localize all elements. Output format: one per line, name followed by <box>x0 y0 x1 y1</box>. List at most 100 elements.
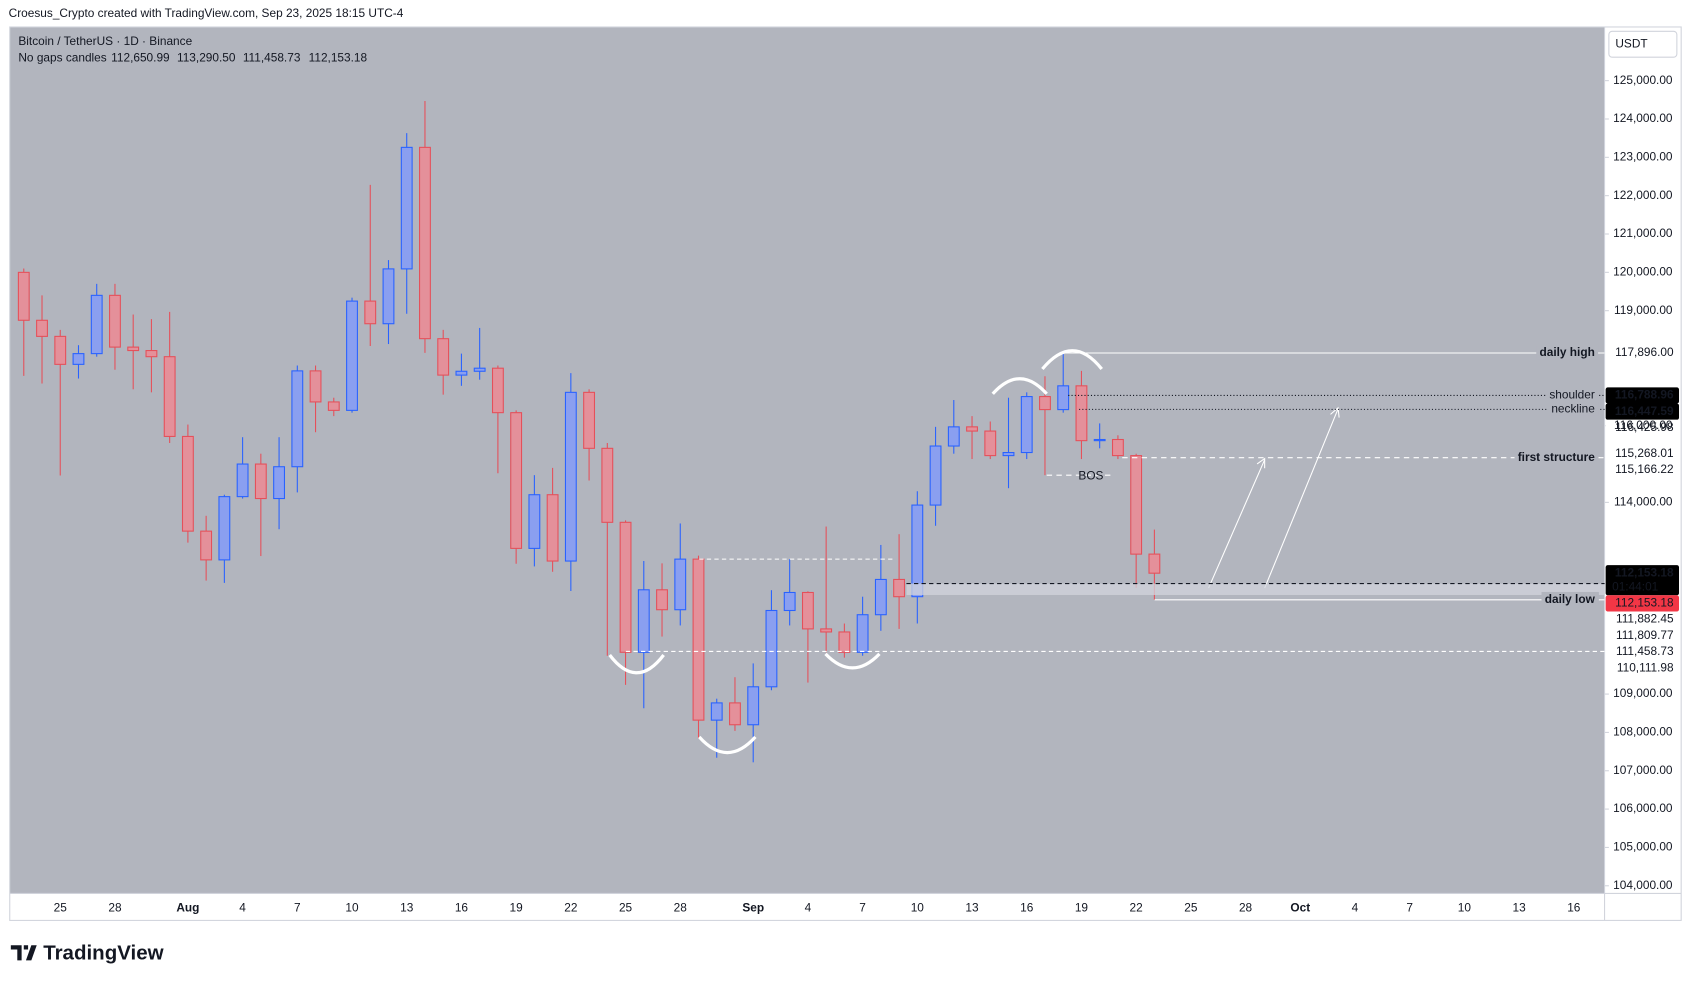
price-tag <box>1605 660 1680 677</box>
candle-body <box>601 447 614 523</box>
candle-body <box>1093 438 1106 442</box>
candle-body <box>90 294 103 355</box>
y-tick-label: 123,000.00 <box>1613 149 1673 163</box>
price-tag-label: 111,882.45 <box>1616 612 1674 626</box>
candle-body <box>911 504 924 598</box>
arrow-head <box>1330 406 1340 418</box>
candle-body <box>1148 553 1161 574</box>
currency-button-box[interactable] <box>1608 30 1678 58</box>
price-tag-label: 111,809.77 <box>1616 628 1674 642</box>
plot-area <box>9 26 1605 894</box>
brand-name: TradingView <box>43 941 163 964</box>
price-tag-label: 117,896.00 <box>1615 345 1674 359</box>
candle-body <box>1057 385 1070 411</box>
candle-body <box>674 558 687 611</box>
price-tag <box>1605 387 1680 404</box>
y-tick-label: 125,000.00 <box>1613 73 1673 87</box>
price-tag-label: 112,153.18 <box>1615 596 1674 610</box>
candle-body <box>656 589 668 611</box>
currency-button[interactable]: USDT <box>1608 30 1678 58</box>
x-tick-label: 28 <box>1239 901 1253 915</box>
price-tag <box>1605 643 1680 661</box>
x-tick-label: 13 <box>965 901 979 915</box>
x-tick-label: 19 <box>1075 901 1089 915</box>
candle-body <box>254 463 267 500</box>
candle-body <box>583 391 596 449</box>
price-tag <box>1605 419 1680 436</box>
x-tick-label: 25 <box>1184 901 1198 915</box>
level-label-bg <box>1548 401 1599 416</box>
candles-layer <box>17 100 1161 763</box>
candle-body <box>145 350 158 358</box>
candle-body <box>109 294 121 348</box>
pattern-arc <box>991 377 1048 395</box>
candle-body <box>929 445 942 506</box>
price-tag <box>1605 595 1680 612</box>
candle-body <box>546 494 559 562</box>
y-tick-label: 124,000.00 <box>1613 111 1673 125</box>
candle-body <box>291 370 304 468</box>
price-tag-label: 115,268.01 <box>1615 446 1674 460</box>
candle-body <box>510 412 523 549</box>
candle-body <box>200 530 213 561</box>
y-tick-label: 108,000.00 <box>1613 725 1673 739</box>
level-label-bg <box>1546 387 1599 402</box>
x-tick-label: 13 <box>1512 901 1526 915</box>
candle-body <box>346 300 358 411</box>
pattern-arc <box>608 653 665 675</box>
candle-body <box>747 686 760 726</box>
ohlc-value: 112,650.99 <box>111 50 170 64</box>
level-label-bg <box>1536 345 1599 360</box>
candle-body <box>838 631 851 653</box>
y-tick-label: 109,000.00 <box>1613 686 1673 700</box>
x-tick-label: 7 <box>1406 901 1413 915</box>
projection-arrow <box>1264 408 1339 589</box>
level-label-bg <box>1541 591 1599 606</box>
candle-body <box>874 578 887 616</box>
candle-body <box>765 609 778 688</box>
zone <box>906 583 1605 595</box>
x-tick-label: 4 <box>1352 901 1359 915</box>
candle-body <box>437 338 450 376</box>
candle-body <box>801 591 814 630</box>
candle-body <box>619 521 632 653</box>
candle-body <box>218 496 231 561</box>
x-tick-label: 10 <box>1458 901 1472 915</box>
ohlc-value: 113,290.50 <box>177 50 236 64</box>
countdown: 01:44:01 <box>1612 579 1659 593</box>
price-tag <box>1605 627 1680 644</box>
candle-body <box>820 628 833 633</box>
candle-body <box>181 435 194 532</box>
y-tick-label: 104,000.00 <box>1613 878 1673 892</box>
x-tick-label: 16 <box>1567 901 1581 915</box>
y-tick-label: 121,000.00 <box>1613 226 1673 240</box>
y-tick-label: 122,000.00 <box>1613 188 1673 202</box>
candle-body <box>893 578 906 598</box>
x-tick-label: 22 <box>564 901 577 915</box>
candle-body <box>455 370 468 376</box>
x-tick-label: 28 <box>674 901 688 915</box>
style-legend: No gaps candles <box>18 50 106 64</box>
price-tag <box>1605 344 1680 362</box>
x-tick-label: Oct <box>1290 901 1310 915</box>
ohlc-value: 112,153.18 <box>309 50 368 64</box>
price-tag <box>1605 461 1680 479</box>
currency-label[interactable]: USDT <box>1615 36 1647 50</box>
frame <box>9 26 1682 921</box>
x-tick-label: 22 <box>1130 901 1143 915</box>
level-label-bg <box>1514 449 1599 464</box>
candle-body <box>1111 438 1124 457</box>
brand-logo: TradingView <box>10 941 164 964</box>
price-tag-label: 116,425.98 <box>1615 420 1674 434</box>
price-tag <box>1605 565 1680 596</box>
pattern-arc <box>1041 349 1103 371</box>
x-tick-label: 25 <box>619 901 633 915</box>
candle-body <box>236 463 249 498</box>
x-tick-label: 10 <box>345 901 359 915</box>
candle-body <box>491 367 504 414</box>
x-tick-label: 16 <box>455 901 469 915</box>
level-label: first structure <box>1518 450 1596 464</box>
candle-body <box>692 558 705 721</box>
